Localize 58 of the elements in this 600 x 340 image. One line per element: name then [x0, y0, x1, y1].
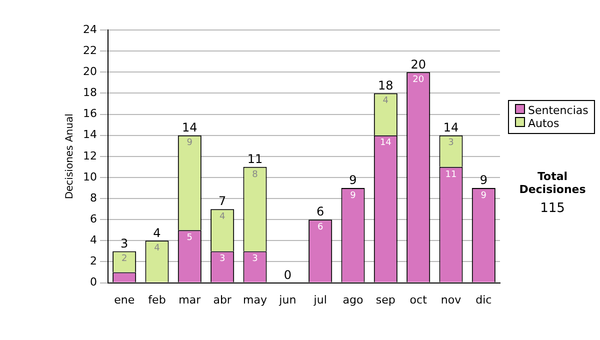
total-label: 7: [218, 194, 226, 208]
y-tick-label: 10: [82, 170, 97, 184]
x-tick-label: oct: [410, 293, 428, 306]
y-tick-label: 12: [82, 149, 97, 162]
legend-label: Autos: [527, 117, 560, 130]
y-tick-label: 18: [82, 86, 97, 100]
total-label: 14: [443, 120, 459, 134]
y-tick-label: 6: [90, 212, 97, 226]
y-tick-label: 2: [90, 254, 97, 268]
data-label: 2: [121, 254, 128, 264]
x-tick-label: dic: [476, 293, 492, 306]
data-label: 6: [317, 222, 324, 232]
y-tick-label: 22: [82, 44, 97, 57]
total-label: 14: [182, 120, 198, 134]
x-tick-label: abr: [213, 293, 232, 306]
data-label: 3: [252, 254, 258, 264]
x-tick-label: jun: [278, 293, 296, 306]
total-label: 11: [247, 152, 263, 166]
data-label: 3: [448, 138, 454, 148]
x-tick-label: jul: [312, 293, 327, 306]
y-tick-label: 4: [90, 234, 97, 247]
data-label: 4: [154, 244, 160, 254]
y-tick-label: 8: [90, 191, 97, 204]
total-label: 3: [120, 236, 128, 250]
data-label: 9: [186, 138, 193, 148]
total-label: 6: [316, 204, 324, 219]
legend-label: Sentencias: [527, 104, 588, 117]
data-label: 9: [350, 190, 356, 201]
x-tick-label: mar: [178, 293, 202, 306]
total-label: 18: [378, 78, 394, 92]
data-label: 8: [252, 170, 258, 180]
total-label: 0: [284, 268, 292, 282]
x-tick-label: feb: [148, 293, 166, 306]
data-label: 4: [219, 212, 226, 222]
data-label: 9: [480, 190, 487, 201]
x-tick-label: sep: [376, 293, 396, 306]
x-tick-label: ene: [114, 293, 135, 306]
data-label: 20: [412, 74, 424, 85]
y-axis-title: Decisiones Anual: [64, 114, 76, 200]
total-label: 20: [410, 57, 426, 72]
total-label: 9: [480, 173, 488, 188]
x-tick-label: nov: [440, 293, 462, 306]
y-tick-label: 0: [90, 276, 97, 289]
y-tick-label: 14: [82, 128, 97, 142]
text: 115: [539, 201, 566, 216]
data-label: 4: [382, 96, 389, 106]
text: Total Decisiones: [518, 170, 587, 196]
y-tick-label: 24: [82, 22, 97, 36]
x-tick-label: may: [243, 293, 268, 306]
y-tick-label: 20: [82, 64, 97, 78]
total-label: 4: [153, 226, 161, 240]
data-label: 11: [445, 170, 457, 180]
data-label: 3: [219, 254, 226, 264]
total-label: 9: [349, 173, 357, 188]
y-tick-label: 16: [82, 107, 97, 120]
data-label: 14: [380, 138, 392, 148]
data-label: 5: [186, 232, 193, 243]
x-tick-label: ago: [342, 293, 364, 306]
